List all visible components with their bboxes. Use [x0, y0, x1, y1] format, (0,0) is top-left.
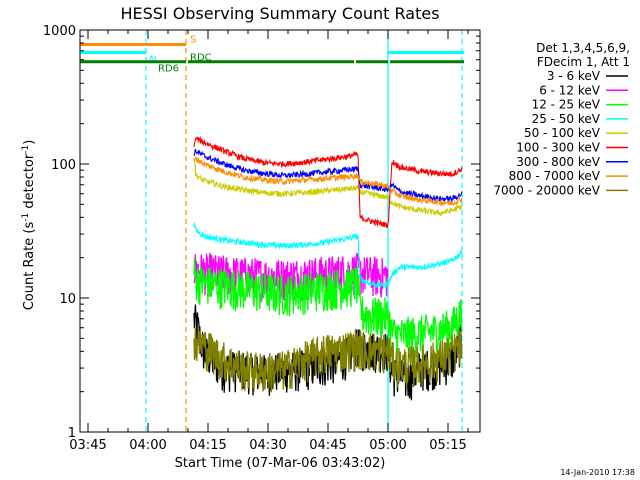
y-tick-label-3: 1000 [43, 24, 76, 39]
legend-entry-0: 3 - 6 keV [547, 69, 601, 83]
chart-title: HESSI Observing Summary Count Rates [120, 4, 439, 23]
x-tick-label-2: 04:15 [189, 438, 226, 453]
x-tick-label-5: 05:00 [369, 438, 406, 453]
series-line-7 [193, 156, 463, 207]
footer-date: 14-Jan-2010 17:38 [560, 468, 635, 477]
series-line-5 [193, 135, 463, 228]
y-axis-label-part-2: detector [22, 153, 37, 213]
y-axis-label-part-3: ) [22, 140, 37, 145]
legend-entry-8: 7000 - 20000 keV [493, 183, 600, 197]
legend-entry-2: 12 - 25 keV [532, 98, 601, 112]
legend-header-line-2: FDecim 1, Att 1 [537, 55, 630, 69]
y-axis-label-sup-1: -1 [21, 213, 31, 222]
x-tick-label-1: 04:00 [129, 438, 166, 453]
y-tick-label-0: 1 [68, 426, 76, 441]
flag-label-1: N [149, 54, 156, 65]
x-tick-label-3: 04:30 [249, 438, 286, 453]
flag-label-0: S [190, 34, 196, 45]
legend-entry-7: 800 - 7000 keV [509, 169, 601, 183]
y-tick-label-1: 10 [59, 292, 76, 307]
y-axis-label: Count Rate (s-1 detector-1) [21, 140, 37, 311]
series-line-4 [193, 158, 463, 217]
series-line-8 [193, 326, 463, 393]
series-line-3 [193, 222, 463, 290]
legend-entry-5: 100 - 300 keV [516, 141, 600, 155]
plot-frame [79, 29, 481, 433]
x-axis-label: Start Time (07-Mar-06 03:43:02) [175, 456, 386, 471]
y-axis-label-sup-2: -1 [21, 145, 31, 154]
y-axis-label-part-1: Count Rate (s [22, 222, 37, 311]
legend-entry-3: 25 - 50 keV [532, 112, 601, 126]
series-line-2 [193, 257, 463, 359]
series-line-6 [193, 148, 463, 203]
y-tick-label-2: 100 [51, 158, 76, 173]
legend-entry-4: 50 - 100 keV [524, 126, 601, 140]
x-tick-label-4: 04:45 [309, 438, 346, 453]
x-tick-label-0: 03:45 [69, 438, 106, 453]
legend: Det 1,3,4,5,6,9, FDecim 1, Att 1 3 - 6 k… [493, 41, 630, 197]
legend-header-line-1: Det 1,3,4,5,6,9, [536, 41, 630, 55]
flag-label-2: RD6 [158, 64, 179, 75]
x-tick-label-6: 05:15 [429, 438, 466, 453]
legend-entry-1: 6 - 12 keV [539, 83, 601, 97]
flag-label-3: RDC [190, 53, 212, 64]
legend-entry-6: 300 - 800 keV [516, 155, 600, 169]
